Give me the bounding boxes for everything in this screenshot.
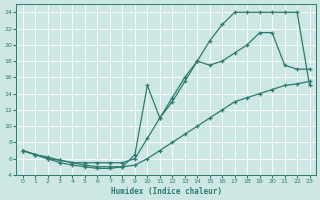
X-axis label: Humidex (Indice chaleur): Humidex (Indice chaleur)	[111, 187, 221, 196]
